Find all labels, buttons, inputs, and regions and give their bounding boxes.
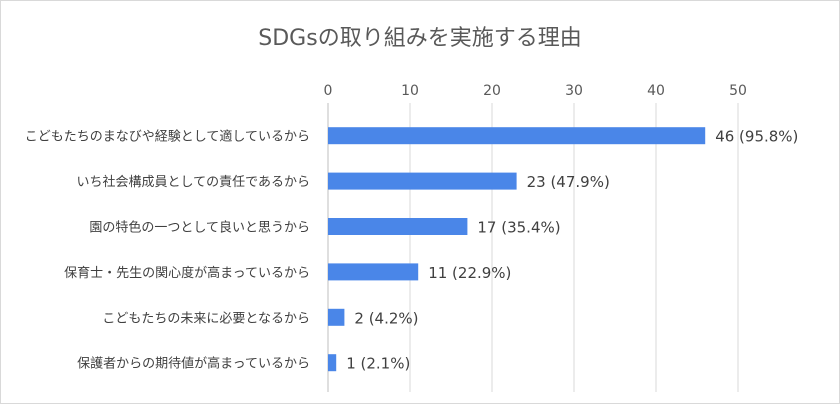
- bars: [328, 127, 706, 372]
- category-labels: こどもたちのまなびや経験として適しているからいち社会構成員としての責任であるから…: [25, 129, 310, 372]
- category-label: いち社会構成員としての責任であるから: [77, 174, 310, 190]
- tick-label: 0: [324, 83, 333, 99]
- data-label: 1 (2.1%): [346, 355, 410, 373]
- bar: [328, 218, 468, 235]
- bar: [328, 172, 517, 190]
- x-axis-ticks: 0 10 20 30 40 50: [324, 83, 747, 99]
- tick-label: 30: [565, 83, 583, 99]
- data-label: 11 (22.9%): [428, 264, 511, 282]
- data-label: 46 (95.8%): [715, 128, 798, 146]
- gridlines: [327, 103, 739, 392]
- category-label: こどもたちの未来に必要となるから: [102, 311, 310, 326]
- bar: [328, 354, 337, 372]
- tick-label: 10: [401, 83, 419, 99]
- tick-label: 20: [483, 83, 501, 99]
- category-label: 保育士・先生の関心度が高まっているから: [64, 265, 310, 281]
- data-label: 17 (35.4%): [477, 219, 560, 237]
- data-label: 2 (4.2%): [354, 309, 418, 327]
- bar: [328, 308, 345, 326]
- tick-label: 50: [729, 83, 747, 99]
- bar: [328, 127, 706, 145]
- category-label: こどもたちのまなびや経験として適しているから: [25, 129, 310, 145]
- data-labels: 46 (95.8%) 23 (47.9%) 17 (35.4%) 11 (22.9%)…: [346, 128, 798, 373]
- data-label: 23 (47.9%): [527, 173, 610, 191]
- bar: [328, 263, 419, 281]
- category-label: 園の特色の一つとして良いと思うから: [89, 220, 310, 236]
- chart-title: SDGsの取り組みを実施する理由: [258, 26, 582, 51]
- tick-label: 40: [647, 83, 665, 99]
- category-label: 保護者からの期待値が高まっているから: [77, 356, 310, 372]
